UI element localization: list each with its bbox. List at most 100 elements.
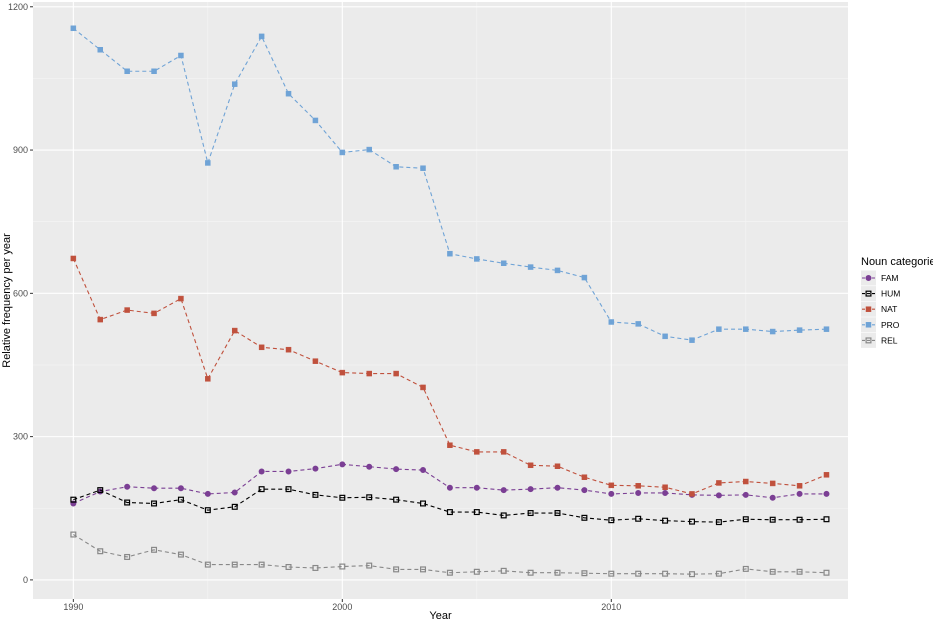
data-point-rel <box>742 565 749 572</box>
legend-item-rel: REL <box>861 332 898 348</box>
data-point-fam <box>177 485 184 492</box>
data-point-pro <box>662 333 668 340</box>
data-point-rel <box>796 568 803 575</box>
data-point-rel <box>177 551 184 558</box>
data-point-nat <box>97 316 103 323</box>
data-point-pro <box>312 117 319 124</box>
x-tick-label: 2000 <box>332 602 352 612</box>
data-point-rel <box>500 567 507 574</box>
legend-key-marker <box>865 290 872 297</box>
data-point-pro <box>474 256 480 262</box>
data-point-nat <box>823 472 830 478</box>
data-point-nat <box>500 449 507 455</box>
data-point-fam <box>500 487 507 494</box>
data-point-nat <box>635 483 641 489</box>
legend-title: Noun categories <box>861 256 933 268</box>
x-axis-title: Year <box>429 610 452 622</box>
y-tick-label: 0 <box>23 575 28 585</box>
data-point-rel <box>204 561 211 568</box>
data-point-pro <box>124 68 130 75</box>
data-point-hum <box>527 510 534 517</box>
data-point-pro <box>285 90 292 97</box>
data-point-pro <box>151 68 157 75</box>
data-point-fam <box>285 468 292 475</box>
legend-label-nat: NAT <box>881 304 897 314</box>
data-point-rel <box>769 568 776 575</box>
data-point-fam <box>446 484 453 491</box>
y-tick-label: 900 <box>13 145 28 155</box>
data-point-pro <box>769 328 776 335</box>
data-point-fam <box>312 465 319 472</box>
data-point-rel <box>420 566 427 573</box>
axes: 1990 2000 2010 0 300 600 900 1200 <box>8 2 621 612</box>
data-point-fam <box>124 483 131 490</box>
series-nat <box>70 255 830 497</box>
data-point-pro <box>635 321 641 327</box>
data-point-hum <box>420 500 427 507</box>
data-point-hum <box>688 518 695 525</box>
data-point-hum <box>823 516 830 523</box>
data-point-hum <box>366 494 373 501</box>
data-point-fam <box>231 489 238 496</box>
y-axis-title: Relative frequency per year <box>1 233 13 368</box>
data-point-nat <box>796 483 803 489</box>
data-point-nat <box>447 442 453 448</box>
data-point-rel <box>258 561 265 568</box>
series-hum <box>70 486 830 526</box>
data-point-hum <box>204 507 211 514</box>
data-point-nat <box>554 463 561 469</box>
data-point-fam <box>742 491 749 498</box>
data-point-fam <box>635 489 642 496</box>
data-point-nat <box>70 255 77 262</box>
data-point-hum <box>446 509 453 516</box>
data-point-nat <box>285 346 292 353</box>
data-point-nat <box>743 478 749 485</box>
data-point-pro <box>366 146 372 153</box>
data-point-fam <box>366 463 373 470</box>
data-point-hum <box>742 516 749 523</box>
data-point-fam <box>527 486 534 493</box>
data-point-hum <box>231 503 238 510</box>
data-point-hum <box>393 496 400 503</box>
data-point-rel <box>662 570 669 577</box>
data-point-rel <box>715 570 722 577</box>
data-point-rel <box>446 569 453 576</box>
data-point-fam <box>662 489 669 496</box>
legend-label-fam: FAM <box>881 273 898 283</box>
data-point-hum <box>177 496 184 503</box>
data-point-rel <box>366 562 373 569</box>
plot-panel <box>33 2 848 599</box>
legend-label-pro: PRO <box>881 320 900 330</box>
data-point-rel <box>581 570 588 577</box>
data-point-pro <box>393 164 399 170</box>
data-point-pro <box>716 326 722 332</box>
data-point-pro <box>258 33 265 40</box>
data-point-rel <box>231 561 238 568</box>
data-point-hum <box>796 516 803 523</box>
data-point-rel <box>151 546 158 553</box>
data-point-fam <box>204 490 211 497</box>
data-point-fam <box>393 466 400 473</box>
data-point-pro <box>581 274 588 281</box>
data-point-pro <box>743 326 749 332</box>
data-point-hum <box>151 500 158 507</box>
data-point-nat <box>205 376 211 382</box>
data-point-nat <box>474 449 480 455</box>
data-point-fam <box>339 461 346 468</box>
legend-item-nat: NAT <box>861 301 897 317</box>
data-point-nat <box>716 480 722 486</box>
data-point-rel <box>97 548 104 555</box>
data-point-fam <box>823 490 830 497</box>
series-pro <box>70 25 830 343</box>
data-point-fam <box>258 468 265 475</box>
data-point-pro <box>608 319 615 325</box>
data-point-nat <box>124 307 130 313</box>
data-point-rel <box>124 553 131 560</box>
data-point-rel <box>473 568 480 575</box>
data-point-hum <box>285 486 292 493</box>
data-point-rel <box>527 569 534 576</box>
data-point-hum <box>715 519 722 526</box>
data-point-nat <box>608 482 615 489</box>
data-point-hum <box>473 509 480 516</box>
data-point-nat <box>339 369 346 376</box>
